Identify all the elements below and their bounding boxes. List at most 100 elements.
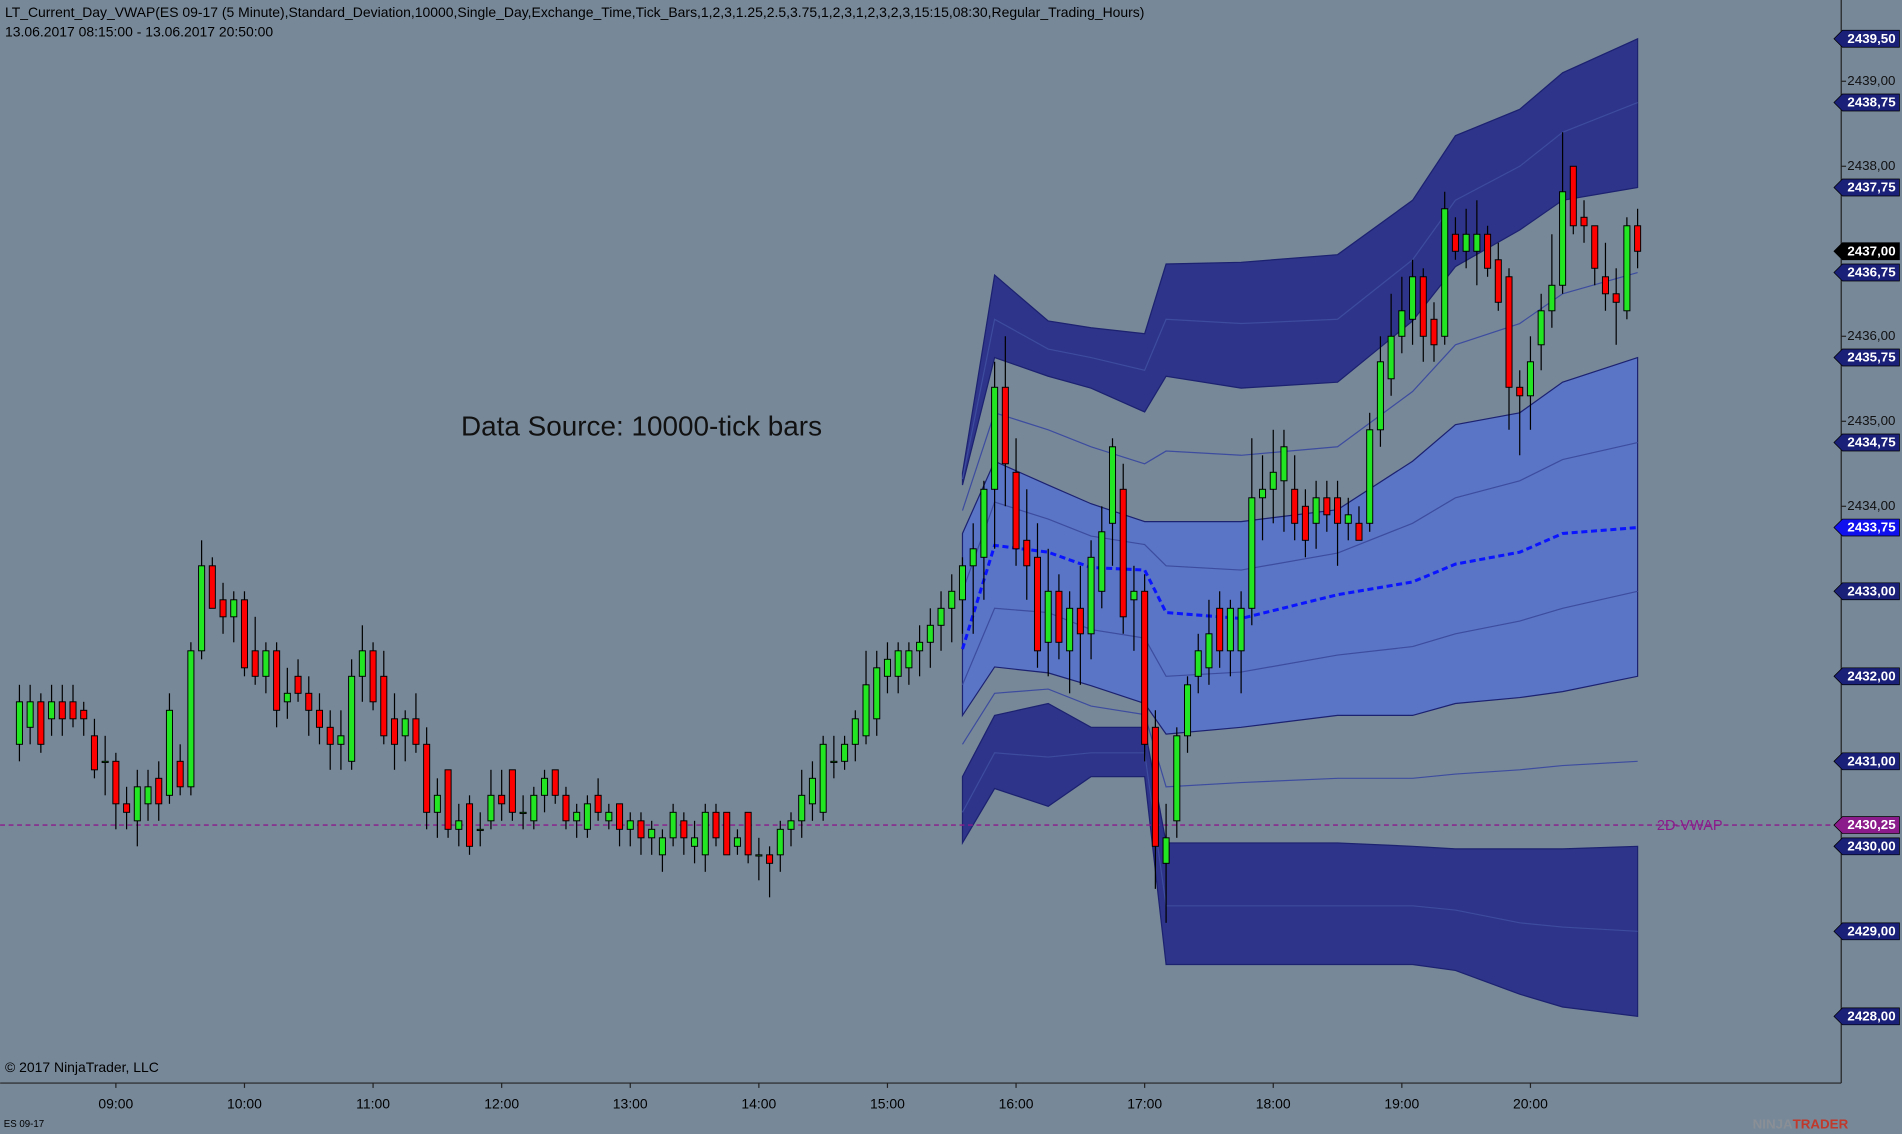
price-marker	[1833, 348, 1900, 367]
candle-body	[476, 828, 484, 832]
candle-body	[1291, 488, 1299, 524]
price-marker	[1833, 922, 1900, 941]
x-tick-label: 19:00	[1384, 1096, 1419, 1112]
candle-body	[1355, 522, 1363, 541]
candle-body	[80, 709, 88, 720]
x-tick-label: 17:00	[1127, 1096, 1162, 1112]
candle-body	[1409, 276, 1417, 320]
x-tick-label: 09:00	[98, 1096, 133, 1112]
candle-body	[851, 718, 859, 745]
x-tick-label: 13:00	[613, 1096, 648, 1112]
candle-body	[1526, 361, 1534, 397]
candle-body	[1237, 607, 1245, 652]
candle-body	[948, 590, 956, 609]
candle-body	[1151, 726, 1159, 847]
candle-body	[1548, 284, 1556, 312]
candle-body	[1344, 514, 1352, 524]
candle-body	[958, 565, 966, 601]
candle-body	[444, 769, 452, 830]
candle-body	[551, 769, 559, 796]
price-marker	[1833, 178, 1900, 197]
candle-body	[466, 803, 474, 847]
copyright: © 2017 NinjaTrader, LLC	[5, 1059, 159, 1075]
candle-body	[926, 624, 934, 643]
candle-body	[1334, 497, 1342, 524]
candle-body	[423, 743, 431, 813]
candle-body	[1430, 318, 1438, 346]
price-marker-label: 2432,00	[1847, 668, 1895, 683]
y-tick-label: 2439,00	[1847, 73, 1895, 88]
candle-body	[262, 650, 270, 677]
candle-body	[648, 828, 656, 839]
candle-body	[380, 675, 388, 737]
candle-body	[819, 743, 827, 813]
candle-body	[1269, 471, 1277, 490]
candle-body	[1451, 233, 1459, 252]
candle-body	[1591, 225, 1599, 269]
candle-body	[315, 709, 324, 728]
candle-body	[744, 811, 752, 856]
candle-body	[401, 718, 409, 737]
band-line	[961, 271, 1638, 511]
band-line	[961, 101, 1638, 480]
candle-body	[1473, 233, 1481, 252]
candle-body	[155, 777, 163, 805]
candle-body	[1387, 335, 1395, 380]
price-axis: 2428,00 2429,00 2430,00 2431,00 2432,00 2433,…	[1833, 29, 1900, 1026]
price-marker-label: 2428,00	[1847, 1008, 1895, 1023]
price-marker	[1833, 242, 1900, 261]
candle-body	[905, 650, 913, 669]
candle-body	[573, 811, 581, 822]
candle-body	[1130, 590, 1138, 601]
annotation: Data Source: 10000-tick bars	[461, 411, 822, 442]
candle-body	[1280, 446, 1288, 482]
candle-body	[1194, 650, 1202, 677]
candle-body	[273, 650, 281, 711]
chart-title: LT_Current_Day_VWAP(ES 09-17 (5 Minute),…	[5, 4, 1144, 20]
candle-body	[1601, 276, 1609, 295]
candle-body	[369, 650, 377, 703]
candle-body	[1098, 531, 1106, 592]
chart-subtitle: 13.06.2017 08:15:00 - 13.06.2017 20:50:0…	[5, 23, 273, 39]
candle-body	[637, 820, 645, 839]
candle-body	[1484, 233, 1492, 269]
candle-body	[787, 820, 795, 830]
candle-body	[1537, 310, 1545, 346]
candle-body	[1001, 386, 1009, 465]
price-marker-label: 2433,00	[1847, 583, 1895, 598]
candle-body	[433, 794, 441, 813]
candle-body	[733, 837, 741, 847]
candle-body	[348, 675, 356, 762]
candle-body	[1623, 225, 1631, 312]
candle-body	[1076, 607, 1084, 635]
candle-body	[1376, 361, 1384, 431]
price-marker-label: 2435,75	[1847, 350, 1896, 365]
candle-body	[519, 811, 527, 815]
candle-body	[144, 786, 152, 805]
candle-body	[883, 658, 891, 677]
candle-body	[498, 794, 506, 805]
x-tick-label: 12:00	[484, 1096, 519, 1112]
candle-body	[1366, 429, 1374, 524]
candle-body	[1033, 556, 1042, 652]
candle-body	[251, 650, 259, 677]
candle-body	[1441, 208, 1449, 337]
candle-body	[133, 786, 141, 822]
candle-body	[1505, 276, 1513, 388]
candle-body	[1494, 259, 1502, 303]
band-area	[961, 37, 1639, 486]
candle-body	[176, 760, 184, 788]
x-tick-label: 16:00	[999, 1096, 1034, 1112]
candle-body	[1569, 165, 1577, 227]
candle-body	[862, 684, 870, 737]
price-marker	[1833, 667, 1900, 686]
price-marker	[1833, 93, 1900, 112]
candle-body	[980, 488, 988, 558]
candle-body	[1226, 607, 1234, 652]
candle-body	[123, 803, 131, 813]
candle-body	[198, 565, 206, 652]
candle-body	[1248, 497, 1256, 609]
candle-body	[594, 794, 602, 813]
candle-body	[1516, 386, 1524, 397]
price-marker-label: 2430,00	[1847, 838, 1895, 853]
